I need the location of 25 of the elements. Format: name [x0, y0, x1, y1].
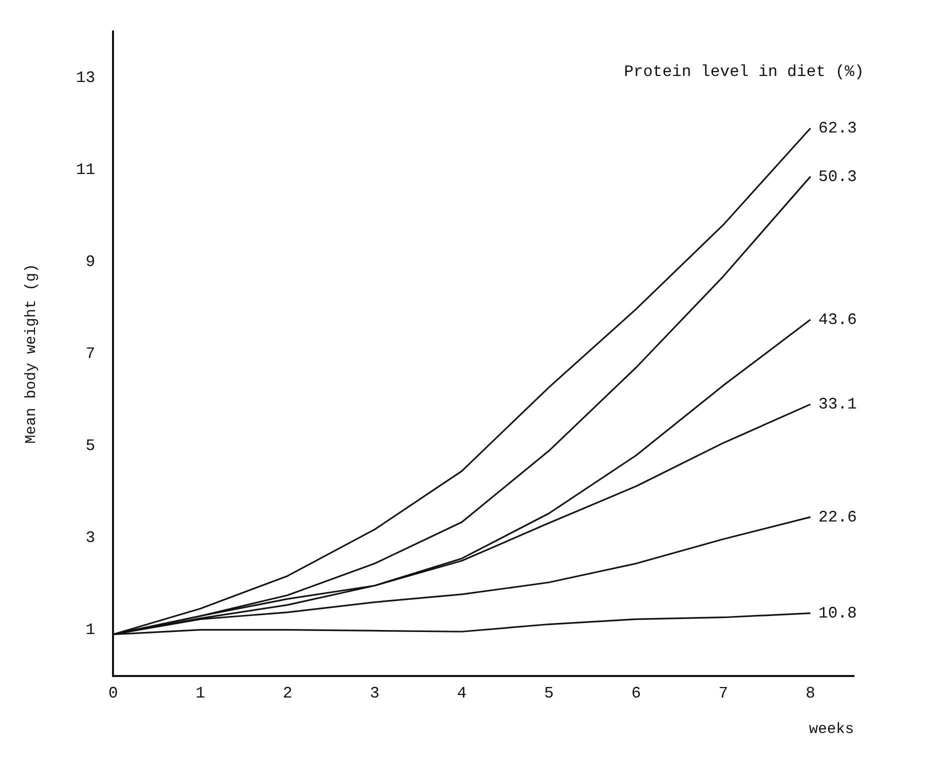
x-tick-label: 1	[196, 684, 206, 703]
y-tick-label: 7	[86, 344, 96, 363]
y-tick-label: 1	[86, 621, 96, 640]
x-tick-label: 7	[718, 684, 728, 703]
series-label: 43.6	[818, 310, 857, 329]
y-tick-label: 3	[86, 528, 96, 547]
series-label: 50.3	[818, 168, 857, 186]
x-tick-label: 8	[806, 684, 816, 703]
x-tick-label: 0	[108, 684, 118, 703]
y-tick-label: 13	[76, 68, 96, 87]
y-tick-label: 11	[76, 160, 96, 179]
x-tick-label: 4	[457, 684, 467, 703]
x-tick-label: 6	[631, 684, 641, 703]
legend-title: Protein level in diet (%)	[624, 62, 864, 81]
series-label: 22.6	[818, 508, 857, 526]
x-tick-label: 2	[282, 684, 292, 703]
x-tick-label: 5	[544, 684, 554, 703]
x-tick-label: 3	[370, 684, 380, 703]
x-axis-title: weeks	[808, 720, 854, 738]
series-label: 10.8	[818, 604, 857, 622]
y-axis-title: Mean body weight (g)	[22, 264, 40, 444]
y-tick-label: 9	[86, 252, 96, 271]
series-label: 33.1	[818, 396, 857, 414]
y-tick-label: 5	[86, 436, 96, 455]
series-label: 62.3	[818, 119, 857, 138]
